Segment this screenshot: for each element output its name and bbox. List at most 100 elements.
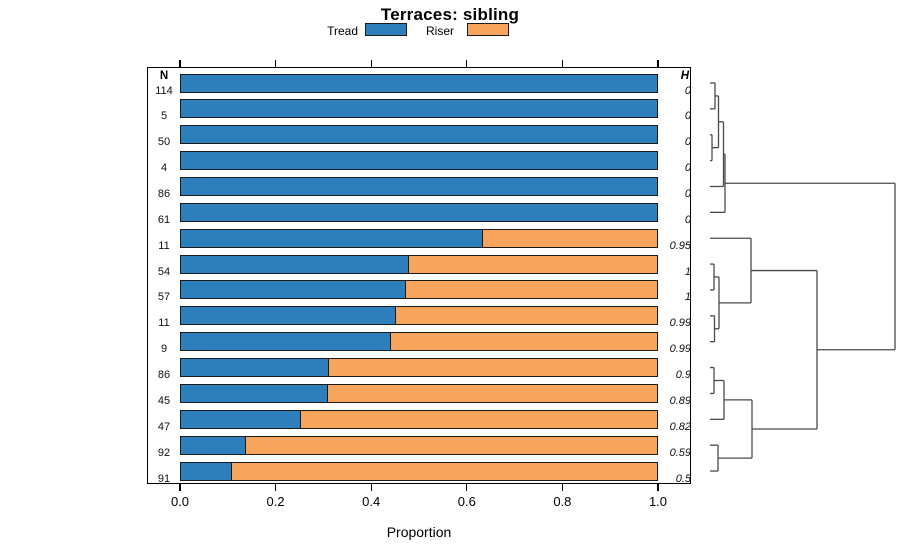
h-value: 0.99 [669,317,691,330]
tread-segment [180,435,247,455]
stacked-bar [180,306,658,326]
x-tick-label: 1.0 [648,494,668,509]
x-tick-top [466,60,468,67]
plot-area-frame [147,67,691,484]
x-tick-bottom [275,484,277,491]
h-value: 1 [684,291,691,304]
h-value: 0.9 [675,369,691,382]
h-value: 0.59 [669,446,691,459]
n-value: 45 [157,394,171,407]
stacked-bar [180,280,658,300]
x-tick-bottom [561,484,563,491]
legend-label-riser: Riser [425,24,454,38]
x-tick-bottom [466,484,468,491]
h-value: 0.5 [675,472,691,485]
h-value: 0 [684,162,691,175]
n-value: 4 [160,162,168,175]
n-column-header: N [159,70,169,82]
tread-segment [180,461,233,481]
x-tick-label: 0.0 [170,494,190,509]
n-value: 47 [157,420,171,433]
x-tick-label: 0.2 [266,494,285,509]
x-tick-top [275,60,277,67]
tread-segment [180,202,658,222]
riser-segment [395,306,658,326]
h-value: 0 [684,136,691,149]
n-value: 9 [160,343,168,356]
n-value: 91 [157,472,171,485]
stacked-bar [180,409,658,429]
h-value: 0 [684,84,691,97]
h-value: 0.89 [669,394,691,407]
riser-segment [245,435,658,455]
stacked-bar [180,228,658,248]
legend-label-tread: Tread [327,24,358,38]
n-value: 86 [157,369,171,382]
n-value: 86 [157,187,171,200]
stacked-bar [180,435,658,455]
n-value: 92 [157,446,171,459]
n-value: 61 [157,213,171,226]
tread-segment [180,409,302,429]
riser-segment [482,228,658,248]
stacked-bar [180,461,658,481]
tread-segment [180,176,658,196]
h-value: 0 [684,213,691,226]
stacked-bar [180,383,658,403]
x-tick-top [370,60,372,67]
stacked-bar [180,176,658,196]
x-tick-bottom [179,484,181,491]
legend-swatch-tread [365,23,407,36]
riser-segment [405,280,658,300]
cluster-dendrogram [710,82,896,472]
n-value: 11 [158,239,170,252]
stacked-bar [180,332,658,352]
x-tick-label: 0.6 [457,494,476,509]
tread-segment [180,228,484,248]
tread-segment [180,125,658,145]
tread-segment [180,254,410,274]
n-value: 54 [157,265,171,278]
tread-segment [180,73,658,93]
stacked-bar [180,99,658,119]
x-tick-label: 0.4 [362,494,381,509]
tread-segment [180,280,407,300]
tread-segment [180,358,330,378]
riser-segment [390,332,658,352]
tread-segment [180,383,329,403]
riser-segment [408,254,658,274]
h-column-header: H [680,70,689,82]
x-tick-bottom [370,484,372,491]
x-tick-bottom [657,484,659,491]
riser-segment [300,409,658,429]
h-value: 0.95 [669,239,691,252]
tread-segment [180,332,392,352]
stacked-bar [180,151,658,171]
h-value: 0.82 [669,420,691,433]
stacked-bar [180,73,658,93]
x-tick-top [179,60,181,67]
tread-segment [180,99,658,119]
h-value: 1 [684,265,691,278]
stacked-bar [180,202,658,222]
h-value: 0 [684,110,691,123]
x-tick-top [561,60,563,67]
stacked-bar [180,358,658,378]
riser-segment [231,461,658,481]
chart-title: Terraces: sibling [380,5,520,24]
stacked-bar [180,254,658,274]
n-value: 57 [157,291,171,304]
stacked-bar [180,125,658,145]
h-value: 0 [684,187,691,200]
riser-segment [328,358,658,378]
n-value: 114 [155,84,173,97]
n-value: 50 [157,136,171,149]
n-value: 11 [158,317,170,330]
legend-swatch-riser [467,23,509,36]
x-tick-top [657,60,659,67]
x-axis-title: Proportion [386,524,452,540]
riser-segment [327,383,658,403]
tread-segment [180,306,397,326]
tread-segment [180,151,658,171]
